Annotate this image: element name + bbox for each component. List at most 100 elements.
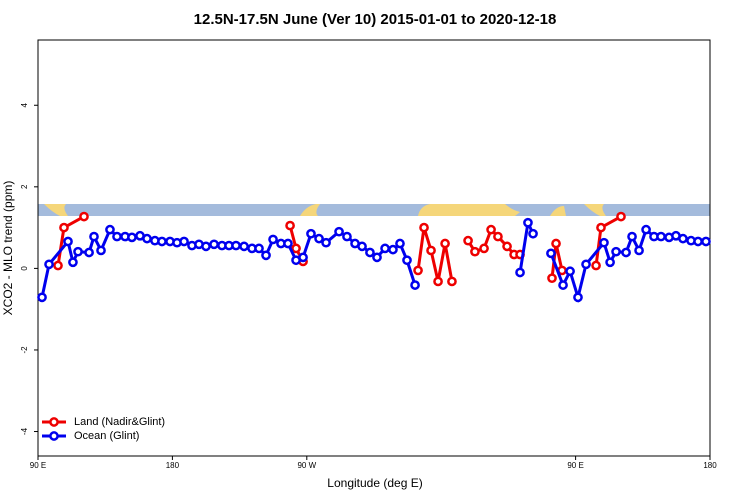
data-point — [599, 237, 609, 248]
data-point — [413, 265, 423, 276]
data-point — [59, 222, 69, 233]
data-point — [515, 267, 525, 278]
land-mask-strip — [38, 204, 710, 216]
data-point — [547, 273, 557, 284]
data-point — [268, 234, 278, 245]
data-point — [285, 220, 295, 231]
legend-label: Land (Nadir&Glint) — [74, 416, 165, 428]
data-point — [84, 247, 94, 258]
data-point — [440, 238, 450, 249]
data-point — [528, 228, 538, 239]
data-point — [605, 257, 615, 268]
data-point — [201, 241, 211, 252]
data-point — [209, 239, 219, 250]
data-point — [693, 236, 703, 247]
legend-label: Ocean (Glint) — [74, 430, 139, 442]
data-point — [105, 224, 115, 235]
data-point — [591, 260, 601, 271]
x-tick-label: 180 — [703, 461, 717, 470]
data-point — [611, 246, 621, 257]
x-tick-label: 180 — [166, 461, 180, 470]
data-point — [621, 247, 631, 258]
data-point — [73, 246, 83, 257]
data-point — [157, 236, 167, 247]
land-patch — [550, 206, 566, 216]
data-point — [96, 245, 106, 256]
data-point — [380, 243, 390, 254]
y-tick-label: 0 — [20, 266, 29, 271]
data-point — [63, 236, 73, 247]
x-tick-label: 90 E — [567, 461, 583, 470]
land-patch — [300, 204, 320, 216]
data-point — [68, 257, 78, 268]
data-point — [388, 244, 398, 255]
chart-title: 12.5N-17.5N June (Ver 10) 2015-01-01 to … — [194, 11, 557, 28]
data-point — [634, 245, 644, 256]
data-point — [357, 241, 367, 252]
data-point — [179, 236, 189, 247]
data-point — [395, 238, 405, 249]
data-point — [314, 233, 324, 244]
data-point — [433, 276, 443, 287]
land-patch — [418, 204, 520, 216]
data-point — [306, 228, 316, 239]
data-point — [231, 240, 241, 251]
data-point — [291, 243, 301, 254]
y-axis-label: XCO2 - MLO trend (ppm) — [1, 181, 15, 316]
data-point — [365, 247, 375, 258]
y-tick-label: -2 — [20, 346, 29, 354]
data-point — [479, 243, 489, 254]
x-tick-label: 90 W — [297, 461, 316, 470]
data-point — [486, 224, 496, 235]
data-point — [334, 226, 344, 237]
data-point — [239, 241, 249, 252]
data-point — [463, 235, 473, 246]
data-point — [410, 280, 420, 290]
data-point — [581, 259, 591, 270]
data-point — [127, 232, 137, 243]
data-point — [426, 245, 436, 256]
y-tick-label: 2 — [20, 184, 29, 189]
data-point — [656, 231, 666, 242]
data-point — [142, 233, 152, 244]
data-point — [89, 231, 99, 242]
data-point — [493, 231, 503, 242]
data-point — [44, 259, 54, 270]
y-tick-label: -4 — [20, 427, 29, 435]
x-tick-label: 90 E — [30, 461, 46, 470]
data-point — [678, 233, 688, 244]
data-point — [79, 211, 89, 222]
data-point — [372, 252, 382, 263]
data-point — [565, 266, 575, 277]
data-point — [342, 231, 352, 242]
data-point — [596, 222, 606, 233]
data-point — [447, 276, 457, 287]
data-point — [523, 217, 533, 228]
data-point — [321, 237, 331, 248]
legend-marker — [49, 431, 59, 441]
data-point — [37, 292, 47, 303]
data-point — [419, 222, 429, 233]
data-point — [558, 280, 568, 290]
data-point — [283, 238, 293, 249]
data-point — [573, 292, 583, 303]
data-point — [701, 236, 711, 247]
data-point — [254, 243, 264, 254]
data-point — [616, 211, 626, 222]
data-point — [551, 238, 561, 249]
data-point — [627, 231, 637, 242]
legend-marker — [49, 417, 59, 427]
data-point — [261, 250, 271, 261]
x-axis-label: Longitude (deg E) — [327, 476, 422, 490]
data-point — [641, 224, 651, 235]
land-patch — [584, 204, 606, 216]
data-point — [402, 255, 412, 266]
y-tick-label: 4 — [20, 102, 29, 107]
ocean-band — [38, 204, 710, 216]
data-point — [502, 241, 512, 252]
data-point — [298, 252, 308, 263]
data-point — [53, 260, 63, 271]
plot-frame — [37, 39, 711, 457]
data-point — [470, 246, 480, 257]
